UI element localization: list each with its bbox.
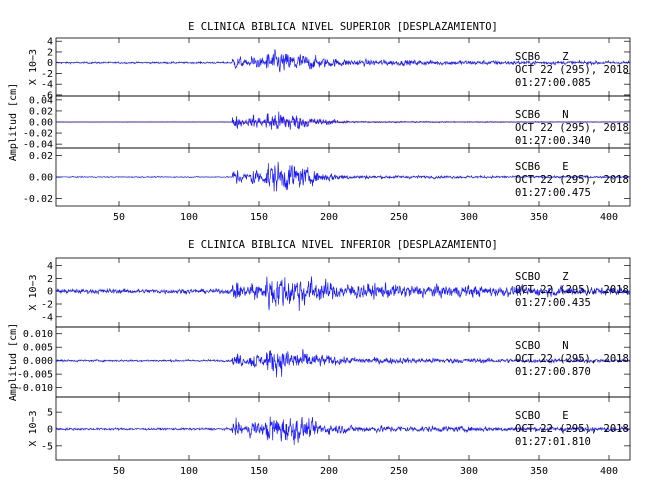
y-tick-label: -5 [41, 441, 53, 452]
station-label: SCB6 N [515, 109, 569, 121]
record-time: 01:27:00.475 [515, 187, 591, 199]
waveform-trace [55, 111, 631, 130]
station-code: SCB6 [515, 51, 540, 63]
x-tick-label: 400 [600, 212, 618, 223]
y-tick-label: 4 [47, 261, 53, 272]
y-tick-label: -6 [41, 90, 53, 101]
component-code: Z [562, 51, 568, 63]
waveform-trace [55, 161, 631, 192]
y-tick-label: 0 [47, 287, 53, 298]
station-code: SCB6 [515, 109, 540, 121]
component-code: E [562, 410, 568, 422]
y-tick-label: 0.02 [29, 106, 53, 117]
x-tick-label: 350 [530, 466, 548, 477]
y-tick-label: 0.04 [29, 95, 53, 106]
waveform-trace [55, 416, 631, 445]
station-code: SCBO [515, 271, 540, 283]
y-multiplier: X 10−3 [28, 49, 39, 85]
record-time: 01:27:00.085 [515, 77, 591, 89]
x-tick-label: 300 [460, 466, 478, 477]
x-tick-label: 150 [250, 212, 268, 223]
x-tick-label: 50 [113, 466, 125, 477]
x-tick-label: 300 [460, 212, 478, 223]
y-tick-label: -0.04 [23, 140, 53, 151]
component-code: Z [562, 271, 568, 283]
y-tick-label: -0.02 [23, 194, 53, 205]
x-tick-label: 350 [530, 212, 548, 223]
station-label: SCB6 E [515, 161, 569, 173]
y-axis-label: Amplitud [cm] [8, 83, 19, 161]
y-tick-label: 0.010 [23, 329, 53, 340]
x-tick-label: 100 [180, 466, 198, 477]
x-tick-label: 50 [113, 212, 125, 223]
y-multiplier: X 10−3 [28, 274, 39, 310]
y-tick-label: -0.005 [17, 370, 53, 381]
y-tick-label: 2 [47, 274, 53, 285]
waveform-trace [56, 49, 631, 73]
record-date: OCT 22 (295), 2018 [515, 353, 629, 365]
x-tick-label: 100 [180, 212, 198, 223]
y-tick-label: -4 [41, 312, 53, 323]
waveform-trace [55, 348, 631, 378]
y-tick-label: 0 [47, 425, 53, 436]
record-date: OCT 22 (295), 2018 [515, 284, 629, 296]
x-tick-label: 250 [390, 466, 408, 477]
record-date: OCT 22 (295), 2018 [515, 423, 629, 435]
y-axis-label: Amplitud [cm] [8, 323, 19, 401]
x-tick-label: 250 [390, 212, 408, 223]
station-label: SCBO Z [515, 271, 569, 283]
x-tick-label: 200 [320, 466, 338, 477]
station-code: SCBO [515, 340, 540, 352]
panel-group-1: E CLINICA BIBLICA NIVEL SUPERIOR [DESPLA… [8, 21, 631, 223]
group-title: E CLINICA BIBLICA NIVEL INFERIOR [DESPLA… [188, 239, 498, 251]
y-tick-label: 0.000 [23, 356, 53, 367]
station-label: SCB6 Z [515, 51, 569, 63]
station-code: SCBO [515, 410, 540, 422]
y-tick-label: 4 [47, 37, 53, 48]
component-code: E [562, 161, 568, 173]
waveform-trace [55, 276, 631, 312]
record-date: OCT 22 (295), 2018 [515, 64, 629, 76]
y-tick-label: 2 [47, 47, 53, 58]
y-tick-label: 0.00 [29, 118, 53, 129]
y-tick-label: -2 [41, 300, 53, 311]
y-multiplier: X 10−3 [28, 410, 39, 446]
component-code: N [562, 109, 568, 121]
record-time: 01:27:00.870 [515, 366, 591, 378]
station-label: SCBO N [515, 340, 569, 352]
y-tick-label: -0.010 [17, 383, 53, 394]
y-tick-label: 0.005 [23, 343, 53, 354]
panel-group-2: E CLINICA BIBLICA NIVEL INFERIOR [DESPLA… [8, 239, 631, 477]
group-title: E CLINICA BIBLICA NIVEL SUPERIOR [DESPLA… [188, 21, 498, 33]
component-code: N [562, 340, 568, 352]
record-time: 01:27:01.810 [515, 436, 591, 448]
record-time: 01:27:00.435 [515, 297, 591, 309]
x-tick-label: 150 [250, 466, 268, 477]
record-date: OCT 22 (295), 2018 [515, 122, 629, 134]
station-label: SCBO E [515, 410, 569, 422]
y-tick-label: 0.02 [29, 151, 53, 162]
x-tick-label: 200 [320, 212, 338, 223]
y-tick-label: -4 [41, 80, 53, 91]
station-code: SCB6 [515, 161, 540, 173]
y-tick-label: -2 [41, 69, 53, 80]
x-tick-label: 400 [600, 466, 618, 477]
record-date: OCT 22 (295), 2018 [515, 174, 629, 186]
y-tick-label: 0.00 [29, 173, 53, 184]
record-time: 01:27:00.340 [515, 135, 591, 147]
y-tick-label: -0.02 [23, 129, 53, 140]
y-tick-label: 0 [47, 58, 53, 69]
y-tick-label: 5 [47, 408, 53, 419]
